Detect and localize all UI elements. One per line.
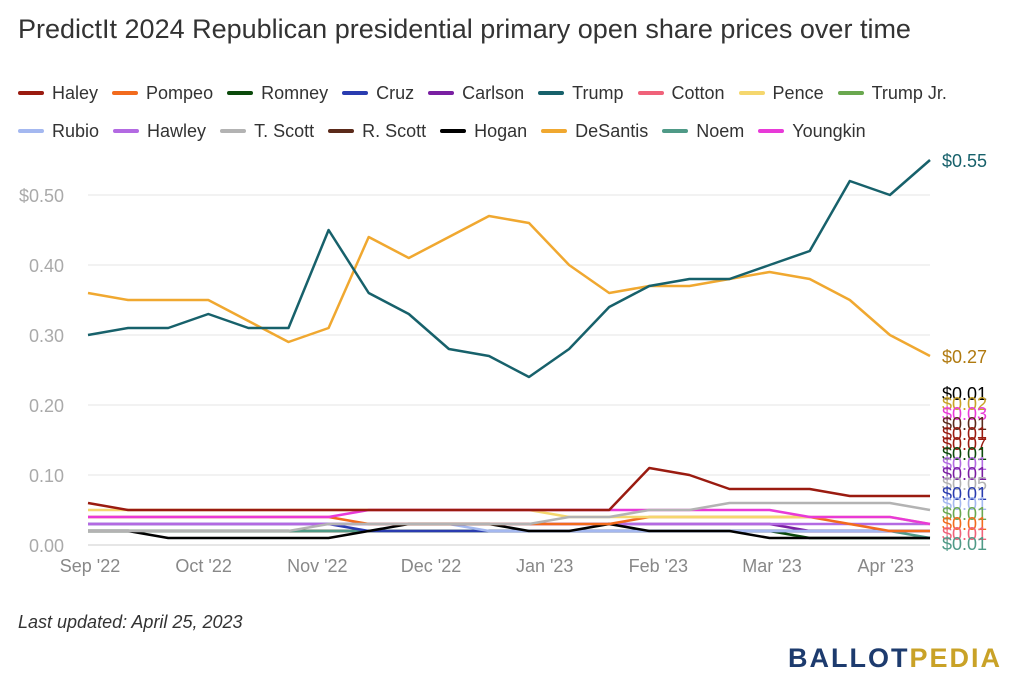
legend-item: DeSantis	[541, 121, 648, 142]
x-tick-label: Sep '22	[60, 556, 121, 576]
series-line-trump	[87, 159, 931, 379]
series-line-t-scott	[88, 501, 931, 533]
legend-swatch	[328, 129, 355, 133]
legend: Haley Pompeo Romney Cruz Carlson Trump Cotton P…	[18, 74, 1018, 150]
legend-label: Rubio	[52, 120, 100, 141]
y-tick-label: 0.20	[29, 396, 64, 416]
y-tick-label: 0.30	[29, 326, 64, 346]
end-label: $0.01	[942, 524, 987, 544]
legend-item: Carlson	[428, 83, 524, 104]
legend-label: R. Scott	[362, 120, 427, 141]
legend-label: Trump	[572, 82, 624, 103]
legend-item: Hawley	[113, 121, 206, 142]
end-label: $0.01	[942, 514, 987, 534]
legend-swatch	[342, 91, 369, 95]
legend-swatch	[18, 91, 44, 95]
legend-swatch	[662, 129, 689, 133]
legend-item: Cotton	[637, 82, 725, 104]
legend-swatch	[758, 129, 785, 133]
legend-swatch	[112, 91, 139, 95]
legend-label: Pence	[772, 82, 824, 103]
chart-title: PredictIt 2024 Republican presidential p…	[18, 14, 911, 44]
series-line-youngkin	[88, 508, 931, 526]
legend-label: Youngkin	[792, 120, 866, 141]
legend-item: Pence	[738, 82, 824, 104]
legend-swatch	[220, 129, 247, 133]
end-label: $0.01	[942, 484, 987, 504]
legend-row: Rubio Hawley T. Scott R. Scott Hogan DeSantis…	[18, 112, 1018, 150]
legend-swatch	[538, 91, 565, 95]
legend-item: Rubio	[18, 121, 99, 142]
series-line-haley	[87, 466, 930, 512]
end-label: $0.03	[942, 404, 987, 424]
end-label: $0.01	[942, 424, 987, 444]
legend-item: Trump Jr.	[837, 82, 947, 104]
x-tick-label: Mar '23	[742, 556, 801, 576]
legend-swatch	[113, 129, 140, 133]
y-tick-label: 0.10	[29, 466, 64, 486]
end-label: $0.05	[942, 474, 987, 494]
legend-label: Cotton	[671, 82, 725, 103]
legend-label: Pompeo	[146, 82, 214, 103]
legend-label: T. Scott	[254, 120, 315, 141]
legend-label: DeSantis	[575, 120, 649, 141]
legend-swatch	[541, 129, 568, 133]
legend-item: Youngkin	[758, 120, 866, 142]
legend-swatch	[227, 91, 254, 95]
y-tick-label: 0.40	[29, 256, 64, 276]
end-label: $0.01	[942, 384, 987, 404]
legend-label: Cruz	[376, 82, 415, 103]
end-label: $0.02	[942, 394, 987, 414]
legend-item: Trump	[538, 82, 624, 104]
legend-swatch	[440, 129, 467, 133]
legend-item: R. Scott	[328, 121, 426, 142]
legend-swatch	[837, 91, 864, 95]
end-label-desantis: $0.27	[942, 347, 987, 367]
legend-item: Pompeo	[112, 83, 213, 104]
legend-swatch	[738, 91, 765, 95]
x-tick-label: Dec '22	[401, 556, 461, 576]
x-tick-label: Apr '23	[857, 556, 913, 576]
end-label: $0.01	[942, 494, 987, 514]
end-label-trump: $0.55	[942, 151, 987, 171]
last-updated-note: Last updated: April 25, 2023	[18, 612, 243, 632]
legend-label: Hogan	[474, 120, 528, 141]
ballotpedia-logo: BALLOTPEDIA	[788, 643, 1002, 674]
legend-item: Romney	[227, 83, 328, 104]
legend-item: T. Scott	[220, 121, 314, 142]
legend-label: Noem	[696, 120, 745, 141]
legend-swatch	[428, 91, 455, 95]
legend-swatch	[18, 129, 44, 133]
end-label: $0.01	[942, 534, 987, 554]
end-label: $0.01	[942, 454, 987, 474]
legend-item: Haley	[18, 83, 98, 104]
legend-swatch	[637, 91, 664, 95]
legend-label: Carlson	[462, 82, 525, 103]
legend-item: Noem	[662, 121, 744, 142]
series-line-hogan	[88, 522, 930, 540]
x-tick-label: Jan '23	[516, 556, 573, 576]
legend-label: Haley	[52, 82, 99, 103]
end-label: $0.01	[942, 464, 987, 484]
series-line-desantis	[87, 214, 931, 358]
legend-row: Haley Pompeo Romney Cruz Carlson Trump Cotton P…	[18, 74, 1018, 112]
legend-item: Hogan	[440, 121, 527, 142]
x-tick-label: Nov '22	[287, 556, 347, 576]
end-label: $0.01	[942, 444, 987, 464]
legend-label: Hawley	[147, 120, 207, 141]
legend-item: Cruz	[342, 83, 414, 104]
logo-part-pedia: PEDIA	[909, 643, 1002, 673]
x-tick-label: Oct '22	[175, 556, 231, 576]
x-tick-label: Feb '23	[629, 556, 688, 576]
y-tick-label: $0.50	[19, 186, 64, 206]
legend-label: Romney	[261, 82, 329, 103]
logo-part-ballot: BALLOT	[787, 643, 910, 673]
end-label: $0.07	[942, 434, 987, 454]
end-label: $0.01	[942, 414, 987, 434]
legend-label: Trump Jr.	[871, 82, 947, 103]
end-label: $0.01	[942, 504, 987, 524]
y-tick-label: 0.00	[29, 536, 64, 556]
